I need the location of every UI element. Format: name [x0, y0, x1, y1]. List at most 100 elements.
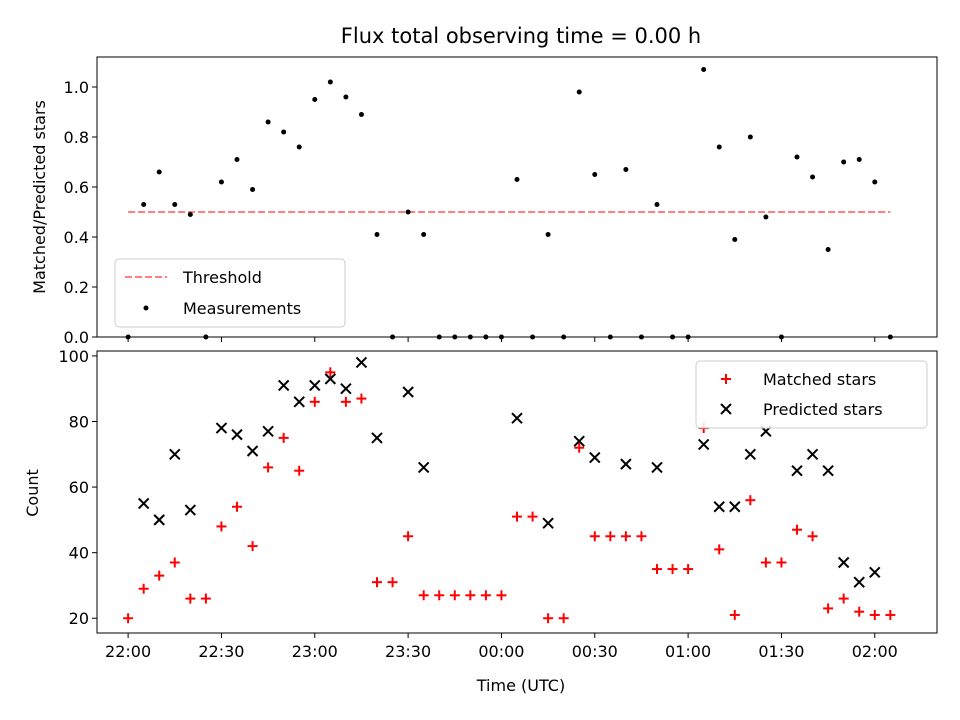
bottom-axes-frame [96, 350, 938, 634]
measurement-point [281, 129, 287, 135]
predicted-stars-point [511, 412, 523, 424]
top-y-tick-label: 0.8 [64, 128, 89, 147]
matched-stars-point [760, 557, 771, 568]
bottom-legend-box [695, 360, 928, 429]
top-legend-box [114, 258, 346, 328]
matched-stars-point [745, 495, 756, 506]
predicted-stars-point [355, 356, 368, 369]
measurement-point [187, 212, 193, 217]
measurement-point [327, 79, 333, 85]
bottom-x-tick-label: 00:30 [572, 642, 618, 661]
measurement-point [592, 172, 598, 177]
predicted-stars-point [869, 566, 881, 579]
measurement-point [841, 159, 847, 165]
legend-measurements-label: Measurements [183, 299, 301, 318]
matched-stars-point [232, 501, 242, 512]
measurement-point [156, 169, 162, 175]
matched-stars-point [216, 521, 227, 532]
matched-stars-point [823, 603, 834, 614]
matched-stars-point [340, 396, 351, 407]
measurement-point [141, 202, 147, 207]
predicted-stars-point [277, 379, 290, 392]
matched-stars-point [838, 593, 849, 604]
predicted-stars-point [573, 435, 585, 447]
bottom-y-tick-label: 80 [69, 413, 89, 432]
measurement-point [747, 134, 753, 140]
matched-stars-point [558, 613, 569, 624]
measurement-point [265, 119, 271, 125]
top-axes-frame [96, 56, 938, 338]
matched-stars-point [325, 367, 336, 378]
top-y-tick-label: 0.0 [64, 328, 89, 347]
measurement-point [825, 247, 831, 252]
bottom-x-tick-label: 01:00 [665, 642, 711, 661]
bottom-x-tick-label: 22:30 [198, 642, 244, 661]
matched-stars-point [652, 564, 662, 575]
measurement-point [358, 112, 364, 117]
measurement-point [296, 144, 302, 150]
top-y-tick-label: 0.4 [64, 228, 89, 247]
top-y-tick-label: 0.6 [64, 178, 89, 197]
measurement-point [856, 157, 862, 162]
predicted-stars-point [402, 386, 414, 398]
bottom-x-tick-label: 23:00 [292, 642, 338, 661]
bottom-legend: Matched stars Predicted stars [695, 360, 928, 429]
measurement-point [374, 232, 380, 237]
matched-stars-point [807, 531, 818, 542]
legend-matched-label: Matched stars [763, 370, 876, 389]
predicted-stars-point [246, 445, 259, 457]
legend-predicted-label: Predicted stars [763, 400, 883, 419]
predicted-stars-point [231, 428, 243, 441]
legend-matched-swatch [721, 374, 731, 384]
matched-stars-point [449, 590, 460, 601]
matched-stars-point [247, 541, 258, 552]
predicted-stars-point [697, 438, 710, 451]
matched-stars-point [683, 564, 694, 575]
bottom-y-tick-label: 100 [58, 347, 89, 366]
predicted-stars-point [324, 373, 337, 385]
matched-stars-point [574, 442, 585, 453]
bottom-y-tick-label: 40 [69, 544, 89, 563]
predicted-stars-point [713, 501, 725, 513]
bottom-x-axis-label: Time (UTC) [476, 676, 565, 695]
bottom-x-tick-label: 01:30 [758, 642, 804, 661]
measurement-point [872, 179, 878, 185]
matched-stars-point [387, 577, 398, 588]
measurement-point [623, 167, 629, 172]
matched-stars-point [403, 531, 414, 542]
measurement-point [732, 237, 738, 242]
matched-stars-point [372, 577, 382, 588]
predicted-stars-point [153, 514, 165, 526]
predicted-stars-point [137, 497, 150, 510]
matched-stars-point [480, 590, 491, 601]
measurement-point [421, 232, 427, 237]
predicted-stars-point [340, 383, 352, 395]
bottom-x-tick-label: 23:30 [385, 642, 431, 661]
measurement-point [794, 154, 800, 160]
matched-stars-point [714, 544, 725, 555]
predicted-stars-point [371, 432, 383, 444]
bottom-x-tick-label: 22:00 [105, 642, 151, 661]
bottom-x-tick-label: 02:00 [852, 642, 898, 661]
top-y-axis-label: Matched/Predicted stars [30, 100, 49, 294]
matched-stars-point [169, 557, 180, 568]
predicted-stars-point [542, 517, 554, 529]
predicted-stars-point [651, 461, 663, 474]
matched-stars-point [885, 609, 896, 620]
bottom-plot-area: 20 40 60 80 100 22:00 22:30 23:00 23:30 00:00 00:3… [58, 347, 938, 661]
matched-stars-point [776, 557, 787, 568]
matched-stars-point [200, 593, 211, 604]
matched-stars-point [512, 511, 522, 522]
bottom-x-tick-label: 00:00 [478, 642, 524, 661]
matched-stars-point [294, 465, 305, 476]
measurement-point [250, 187, 256, 192]
matched-stars-point [729, 609, 740, 620]
matched-stars-point [667, 564, 678, 575]
matched-stars-point [138, 583, 149, 594]
top-y-tick-label: 1.0 [64, 78, 89, 97]
predicted-stars-point [262, 425, 274, 438]
predicted-stars-point [729, 501, 741, 513]
measurement-point [716, 144, 722, 150]
matched-stars-point [418, 590, 429, 601]
